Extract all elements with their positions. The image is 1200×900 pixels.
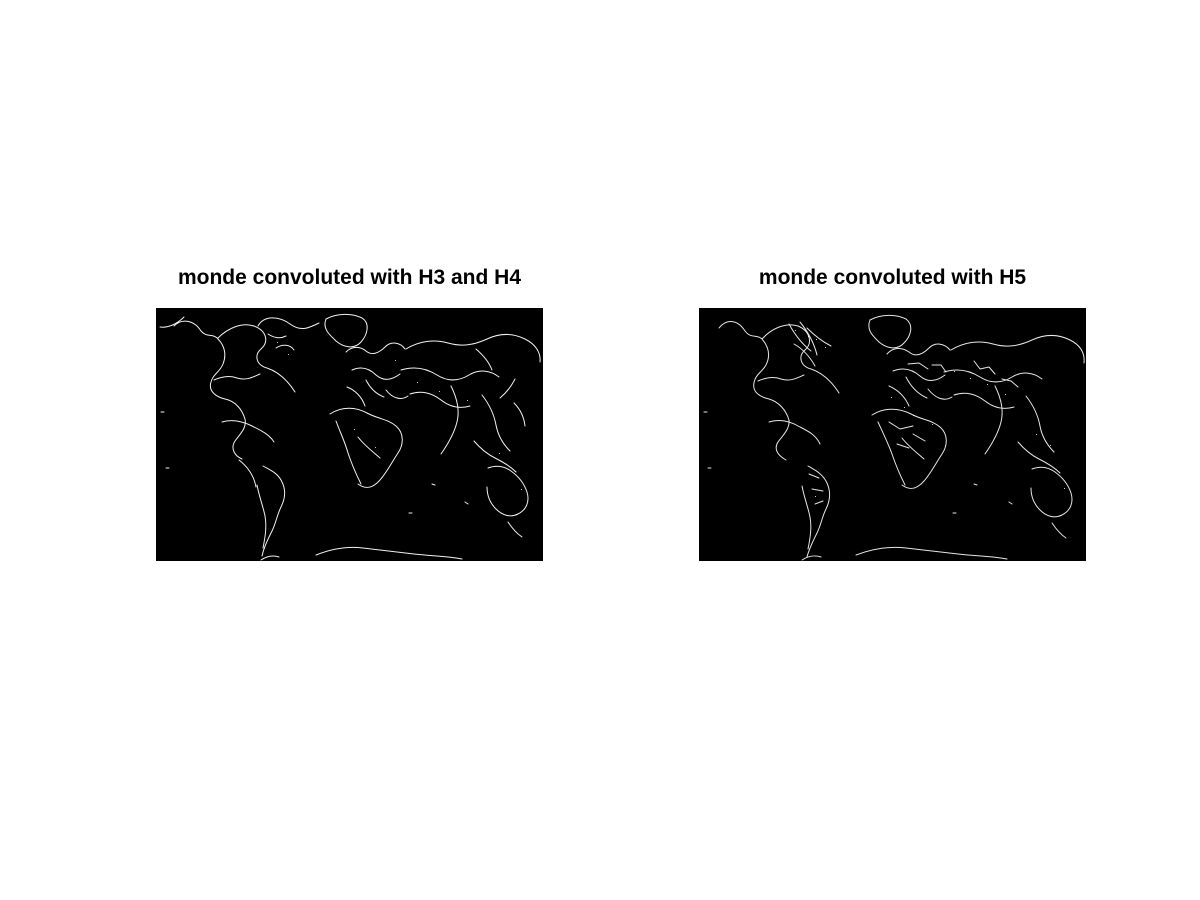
right-panel: monde convoluted with H5 xyxy=(699,262,1086,561)
right-edge-map-image xyxy=(699,308,1086,561)
right-panel-title: monde convoluted with H5 xyxy=(758,266,1027,289)
left-panel: monde convoluted with H3 and H4 xyxy=(156,262,543,561)
left-panel-title: monde convoluted with H3 and H4 xyxy=(177,266,522,289)
left-edge-map-image xyxy=(156,308,543,561)
left-edge-map-svg xyxy=(156,308,543,561)
right-edge-map-svg xyxy=(699,308,1086,561)
